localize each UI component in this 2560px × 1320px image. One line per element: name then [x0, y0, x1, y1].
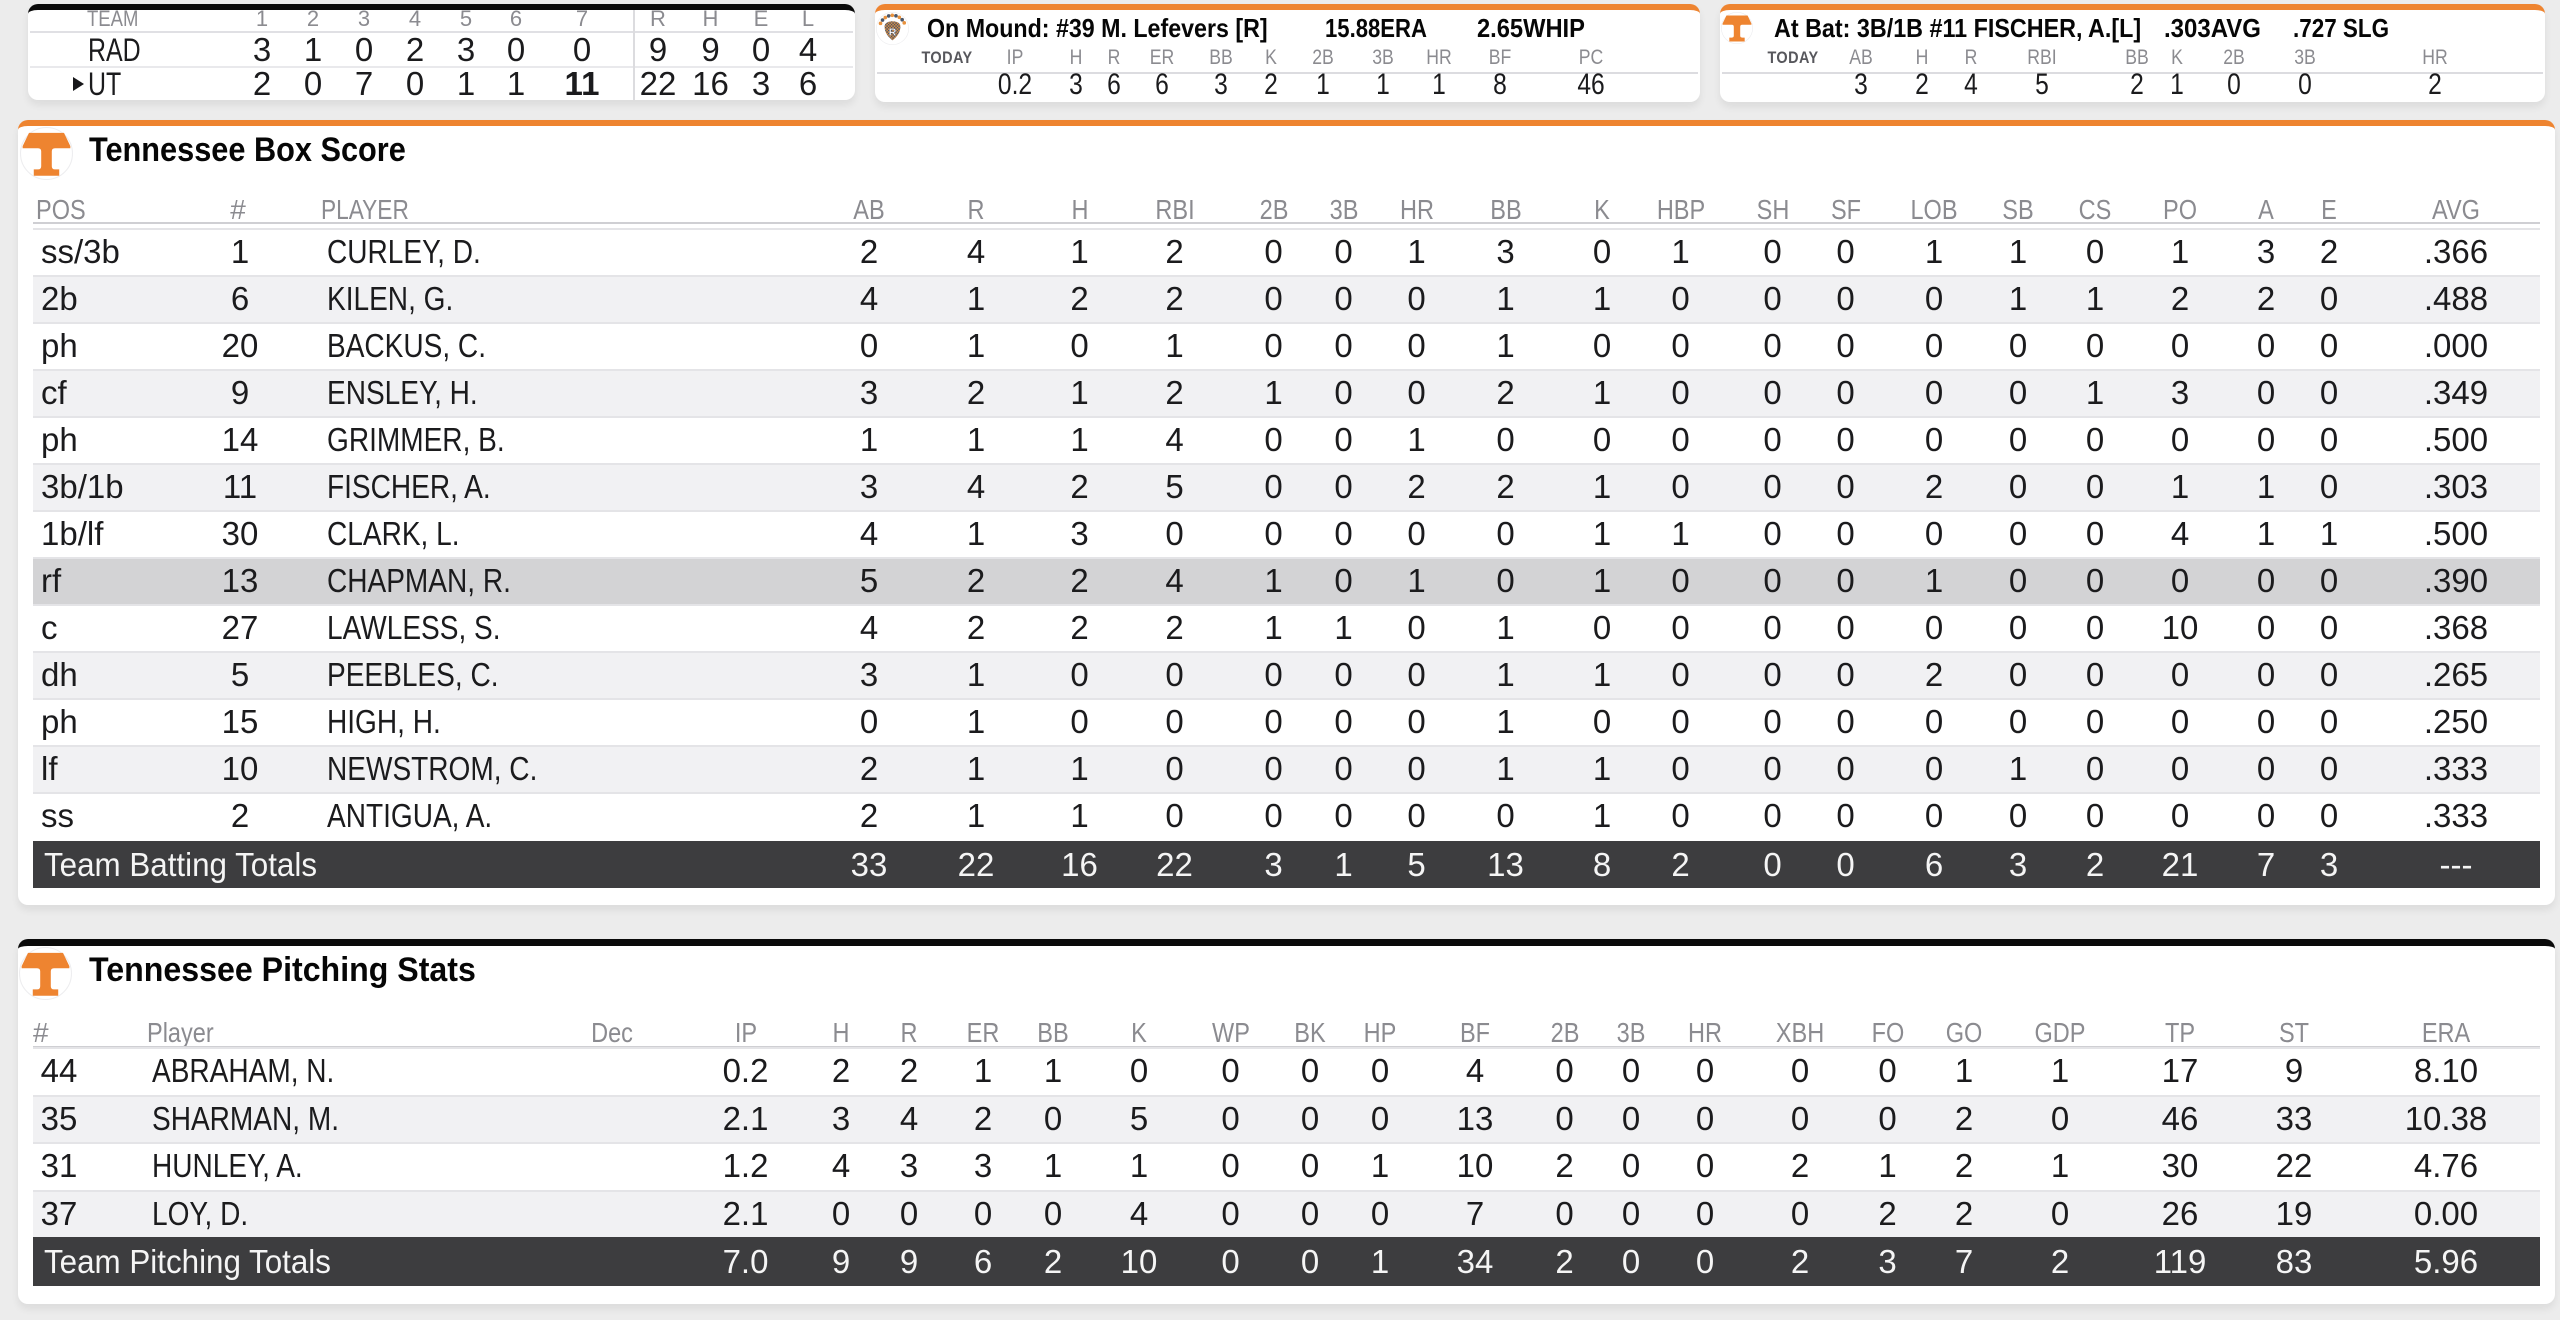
svg-text:R: R	[889, 26, 897, 38]
